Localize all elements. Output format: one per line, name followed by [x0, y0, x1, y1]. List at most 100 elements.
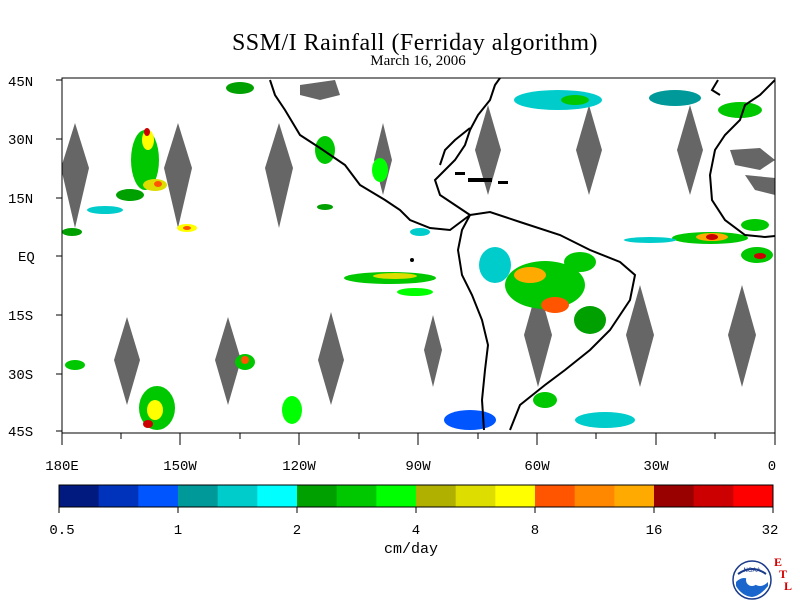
colorbar-tick-label: 8 — [531, 523, 539, 539]
rain-cell — [574, 306, 606, 334]
logo-letter-l: L — [784, 579, 793, 593]
rain-cell — [410, 228, 430, 236]
lat-label: 30N — [8, 133, 33, 149]
colorbar-swatch — [178, 485, 219, 507]
colorbar-swatch — [654, 485, 695, 507]
rain-cell — [741, 219, 769, 231]
colorbar-swatch — [217, 485, 258, 507]
coast-florida — [439, 127, 471, 166]
colorbar — [59, 485, 774, 507]
lat-label: 30S — [8, 368, 33, 384]
rain-cell — [444, 410, 496, 430]
colorbar-swatch — [138, 485, 179, 507]
colorbar-swatch — [535, 485, 576, 507]
colorbar-tick-label: 4 — [412, 523, 420, 539]
rain-cell — [317, 204, 333, 210]
island — [468, 178, 492, 182]
rain-cell — [87, 206, 123, 214]
colorbar-swatch — [574, 485, 615, 507]
chart-subtitle: March 16, 2006 — [370, 53, 466, 69]
rain-cell — [479, 247, 511, 283]
lat-label: 15S — [8, 309, 33, 325]
colorbar-swatch — [336, 485, 377, 507]
rain-cell — [62, 228, 82, 236]
island — [498, 181, 508, 184]
rain-cell — [564, 252, 596, 272]
rain-cell — [706, 234, 718, 240]
land-mask — [745, 175, 775, 195]
rain-cell — [754, 253, 766, 259]
rain-cell — [514, 267, 546, 283]
islands — [410, 172, 508, 262]
coast-europe — [710, 79, 721, 96]
colorbar-swatch — [733, 485, 774, 507]
colorbar-tick-label: 0.5 — [49, 523, 74, 539]
swath-gap — [114, 317, 140, 405]
rain-cell — [373, 273, 417, 279]
rain-patches — [62, 82, 773, 430]
island — [410, 258, 414, 262]
rain-cell — [116, 189, 144, 201]
rain-cell — [649, 90, 701, 106]
lon-label: 90W — [405, 459, 431, 475]
rain-cell — [561, 95, 589, 105]
lon-label: 150W — [163, 459, 197, 475]
swath-gap — [475, 105, 501, 195]
logo-letter-e: E — [774, 555, 783, 569]
lon-label: 120W — [282, 459, 316, 475]
rain-cell — [154, 181, 162, 187]
colorbar-swatch — [376, 485, 417, 507]
colorbar-swatch — [495, 485, 536, 507]
rain-cell — [514, 90, 602, 110]
colorbar-swatch — [455, 485, 496, 507]
land-mask — [300, 80, 340, 100]
rain-cell — [142, 130, 154, 150]
colorbar-swatch — [257, 485, 298, 507]
colorbar-swatch — [614, 485, 655, 507]
coast-south-america-west — [456, 214, 490, 431]
no-data-swaths — [62, 80, 775, 405]
lat-label: EQ — [18, 250, 35, 266]
map-background — [62, 78, 775, 433]
rain-cell — [397, 288, 433, 296]
lat-label: 45N — [8, 75, 33, 91]
rain-cell — [533, 392, 557, 408]
rain-cell — [372, 158, 388, 182]
lon-label: 0 — [768, 459, 776, 475]
coast-south-america — [469, 210, 637, 431]
colorbar-tick-label: 2 — [293, 523, 301, 539]
rain-cell — [282, 396, 302, 424]
rain-cell — [575, 412, 635, 428]
rain-cell — [315, 136, 335, 164]
swath-gap — [677, 105, 703, 195]
rain-cell — [143, 420, 153, 428]
lat-label: 45S — [8, 425, 33, 441]
etl-logo: E T L — [774, 556, 792, 592]
axis-ticks — [56, 79, 776, 445]
colorbar-tick-label: 16 — [646, 523, 663, 539]
island — [455, 172, 465, 175]
logo-letter-t: T — [779, 567, 788, 581]
coast-gulf — [433, 78, 501, 216]
swath-gap — [576, 105, 602, 195]
lon-label: 180E — [45, 459, 79, 475]
swath-gap — [62, 123, 89, 228]
swath-gap — [265, 123, 293, 228]
coast-north-america — [269, 79, 471, 232]
colorbar-ticks — [58, 507, 774, 513]
swath-gap — [626, 285, 654, 387]
lon-label: 30W — [643, 459, 669, 475]
swath-gap — [728, 285, 756, 387]
colorbar-swatch — [98, 485, 139, 507]
swath-gap — [215, 317, 241, 405]
land-mask — [730, 148, 775, 170]
coast-africa — [708, 79, 775, 239]
rain-cell — [147, 400, 163, 420]
colorbar-swatch — [59, 485, 100, 507]
rain-cell — [624, 237, 676, 243]
rain-cell — [65, 360, 85, 370]
colorbar-tick-label: 1 — [174, 523, 182, 539]
coastlines — [269, 78, 775, 431]
rain-cell — [541, 297, 569, 313]
